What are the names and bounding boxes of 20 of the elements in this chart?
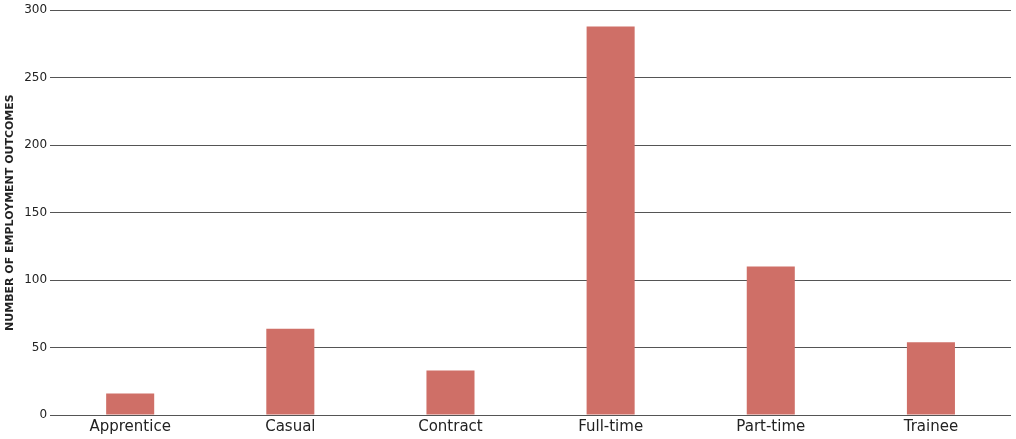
bar: [906, 342, 955, 415]
bar: [106, 393, 155, 415]
y-tick-label: 250: [24, 69, 48, 84]
y-tick-label: 0: [39, 407, 48, 422]
y-tick-label: 200: [24, 137, 48, 152]
bar: [426, 370, 475, 415]
x-tick-label: Casual: [265, 416, 316, 435]
x-tick-label: Part-time: [736, 416, 806, 435]
x-tick-label: Full-time: [578, 416, 644, 435]
bar: [586, 26, 635, 415]
y-tick-label: 300: [24, 2, 48, 17]
x-tick-label: Apprentice: [89, 416, 171, 435]
y-axis-title: NUMBER OF EMPLOYMENT OUTCOMES: [3, 94, 17, 331]
y-tick-label: 50: [31, 339, 48, 354]
bar: [266, 328, 315, 415]
bar: [746, 266, 795, 415]
x-tick-label: Contract: [418, 416, 483, 435]
x-tick-label: Trainee: [902, 416, 959, 435]
y-tick-label: 150: [24, 204, 48, 219]
y-tick-label: 100: [24, 272, 48, 287]
